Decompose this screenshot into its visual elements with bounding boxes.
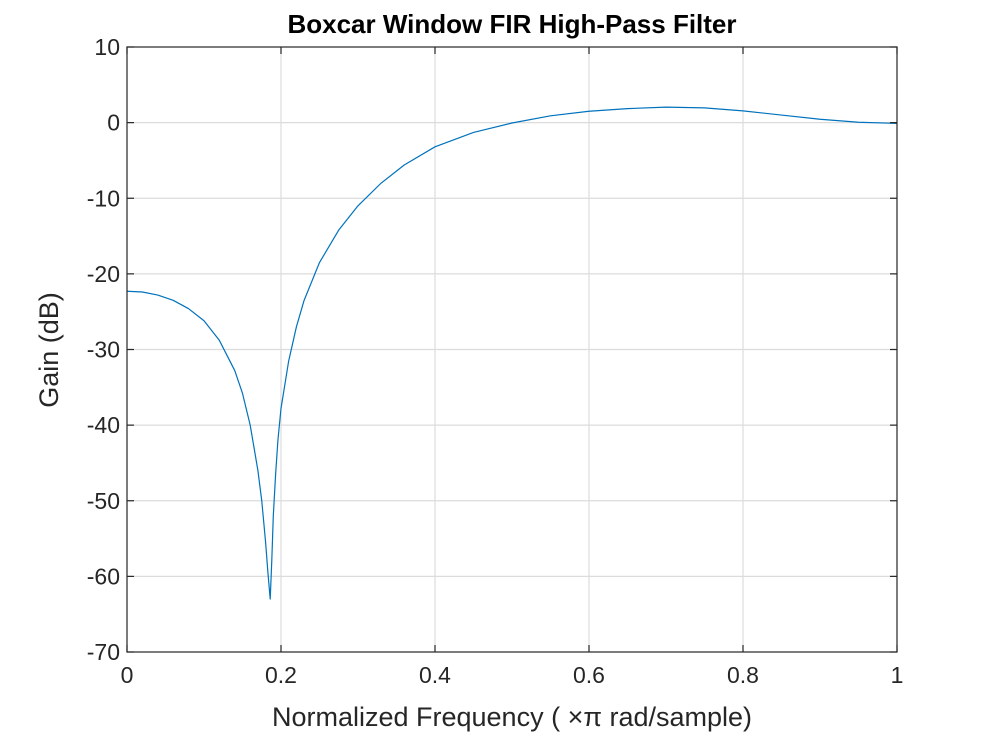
y-tick-label: -60	[87, 563, 120, 589]
x-tick-label: 0	[121, 662, 134, 688]
y-tick-label: -40	[87, 412, 120, 438]
series-line	[126, 106, 898, 600]
y-tick-label: -50	[87, 488, 120, 514]
y-tick-label: -20	[87, 261, 120, 287]
chart-title: Boxcar Window FIR High-Pass Filter	[287, 9, 736, 39]
x-tick-label: 0.6	[573, 662, 605, 688]
y-tick-label: -10	[87, 185, 120, 211]
x-tick-label: 0.8	[727, 662, 759, 688]
x-tick-label: 0.4	[419, 662, 451, 688]
x-tick-label: 0.2	[265, 662, 297, 688]
y-tick-label: -70	[87, 639, 120, 665]
y-axis-label: Gain (dB)	[34, 292, 64, 408]
y-tick-label: 10	[94, 34, 120, 60]
x-tick-label: 1	[891, 662, 904, 688]
tick-layer: 0 0.2 0.4 0.6 0.8 1 10 0 -10 -20 -30 -40 -50 -60 -70	[87, 34, 904, 688]
y-tick-label: -30	[87, 337, 120, 363]
data-layer	[126, 106, 898, 600]
y-tick-label: 0	[107, 110, 120, 136]
x-axis-label: Normalized Frequency ( ×π rad/sample)	[272, 702, 752, 732]
